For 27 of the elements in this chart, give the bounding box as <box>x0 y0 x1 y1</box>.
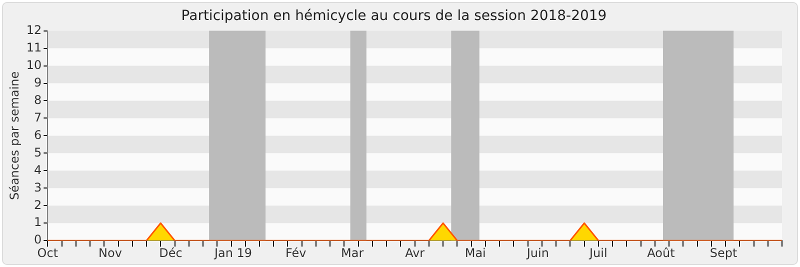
x-tick-label: Juin <box>526 246 549 260</box>
y-axis-title: Séances par semaine <box>7 71 22 200</box>
y-tick-label: 0 <box>34 232 42 247</box>
x-tick-label: Déc <box>159 246 182 260</box>
y-tick-label: 12 <box>26 22 42 37</box>
x-tick-label: Oct <box>37 246 58 260</box>
x-tick-label: Juil <box>588 246 608 260</box>
chart-title: Participation en hémicycle au cours de la session 2018-2019 <box>181 8 607 24</box>
y-tick-label: 11 <box>26 40 42 54</box>
x-tick-label: Fév <box>285 246 306 260</box>
y-tick-label: 10 <box>26 58 42 72</box>
y-tick-label: 2 <box>34 198 42 212</box>
y-tick-label: 8 <box>34 92 42 107</box>
y-tick-label: 5 <box>34 145 42 160</box>
x-tick-label: Nov <box>98 246 122 260</box>
y-tick-label: 6 <box>34 128 42 142</box>
y-tick-label: 9 <box>34 75 42 90</box>
x-tick-label: Sept <box>710 246 738 260</box>
x-tick-label: Avr <box>405 246 425 260</box>
x-tick-label: Mai <box>464 246 486 260</box>
y-tick-label: 4 <box>34 162 42 177</box>
x-tick-label: Jan 19 <box>213 246 252 260</box>
y-tick-label: 7 <box>34 110 42 124</box>
x-tick-label: Août <box>647 246 676 260</box>
y-tick-label: 1 <box>34 215 42 230</box>
y-tick-label: 3 <box>34 180 42 194</box>
x-tick-label: Mar <box>340 246 364 260</box>
